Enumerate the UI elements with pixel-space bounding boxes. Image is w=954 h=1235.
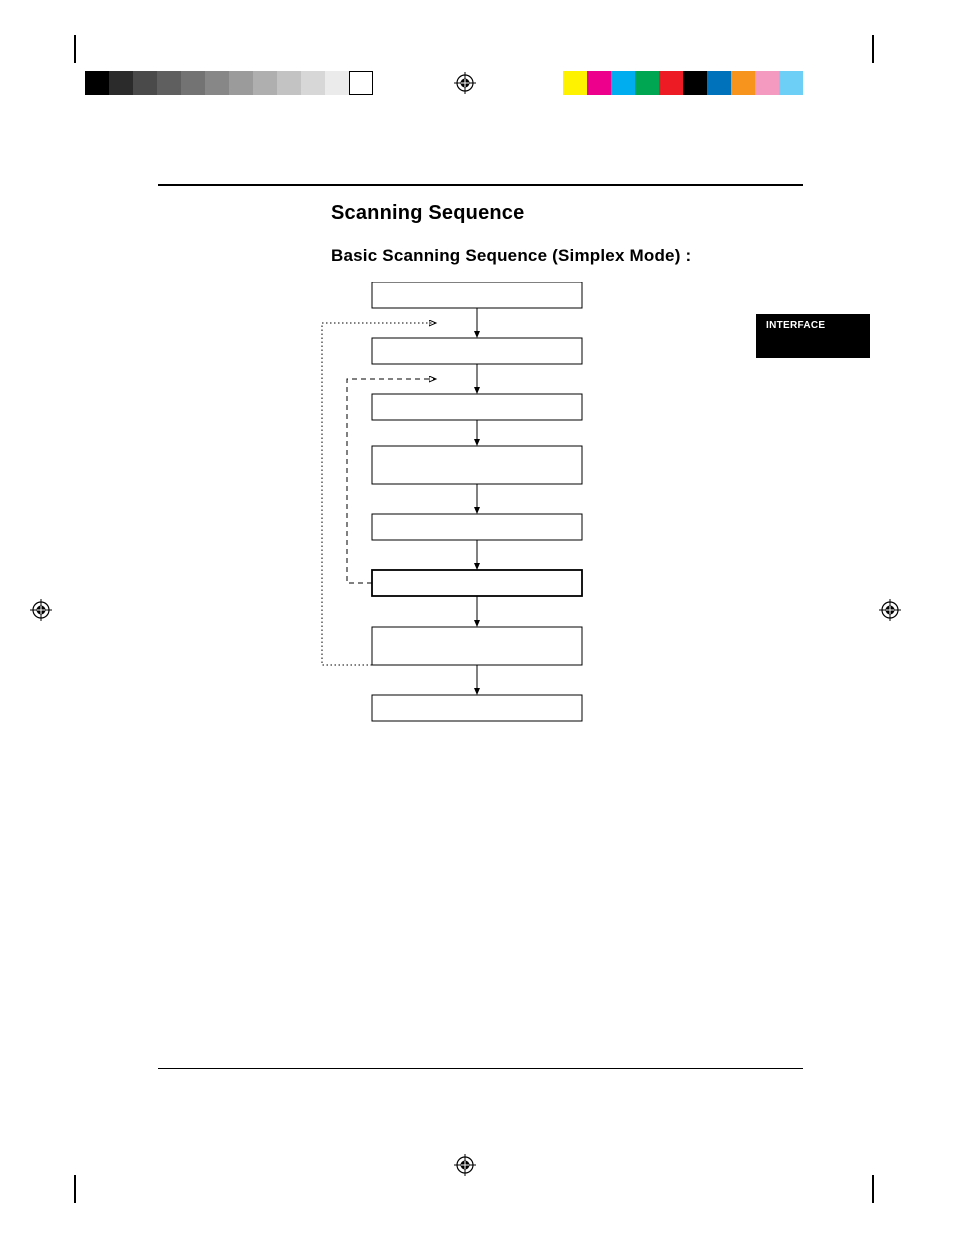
grayscale-swatch	[205, 71, 229, 95]
color-swatch	[563, 71, 587, 95]
flowchart-dotted-loop	[322, 323, 435, 665]
subsection-heading: Basic Scanning Sequence (Simplex Mode) :	[331, 246, 691, 266]
grayscale-swatch	[301, 71, 325, 95]
color-swatch	[731, 71, 755, 95]
grayscale-swatch	[85, 71, 109, 95]
grayscale-swatch	[349, 71, 373, 95]
crop-mark	[74, 1175, 76, 1203]
color-swatch	[755, 71, 779, 95]
crop-mark	[872, 35, 874, 63]
top-rule	[158, 184, 803, 186]
grayscale-swatch	[325, 71, 349, 95]
color-swatch	[587, 71, 611, 95]
flowchart-box	[372, 570, 582, 596]
color-swatch	[611, 71, 635, 95]
registration-mark-icon	[454, 72, 476, 94]
grayscale-swatch	[157, 71, 181, 95]
flowchart-box	[372, 695, 582, 721]
grayscale-swatch	[277, 71, 301, 95]
flowchart-box	[372, 446, 582, 484]
crop-mark	[74, 35, 76, 63]
flowchart-box	[372, 394, 582, 420]
flowchart	[307, 282, 597, 732]
color-calibration-bar	[563, 71, 803, 95]
grayscale-swatch	[229, 71, 253, 95]
flowchart-box	[372, 627, 582, 665]
grayscale-calibration-bar	[85, 71, 373, 95]
flowchart-box	[372, 514, 582, 540]
section-heading: Scanning Sequence	[331, 202, 524, 225]
flowchart-box	[372, 282, 582, 308]
grayscale-swatch	[109, 71, 133, 95]
grayscale-swatch	[253, 71, 277, 95]
color-swatch	[659, 71, 683, 95]
registration-mark-icon	[454, 1154, 476, 1176]
crop-mark	[872, 1175, 874, 1203]
chapter-tab: INTERFACE	[756, 314, 870, 358]
color-swatch	[683, 71, 707, 95]
registration-mark-icon	[879, 599, 901, 621]
registration-mark-icon	[30, 599, 52, 621]
bottom-rule	[158, 1068, 803, 1069]
grayscale-swatch	[133, 71, 157, 95]
flowchart-box	[372, 338, 582, 364]
color-swatch	[635, 71, 659, 95]
grayscale-swatch	[181, 71, 205, 95]
color-swatch	[779, 71, 803, 95]
color-swatch	[707, 71, 731, 95]
